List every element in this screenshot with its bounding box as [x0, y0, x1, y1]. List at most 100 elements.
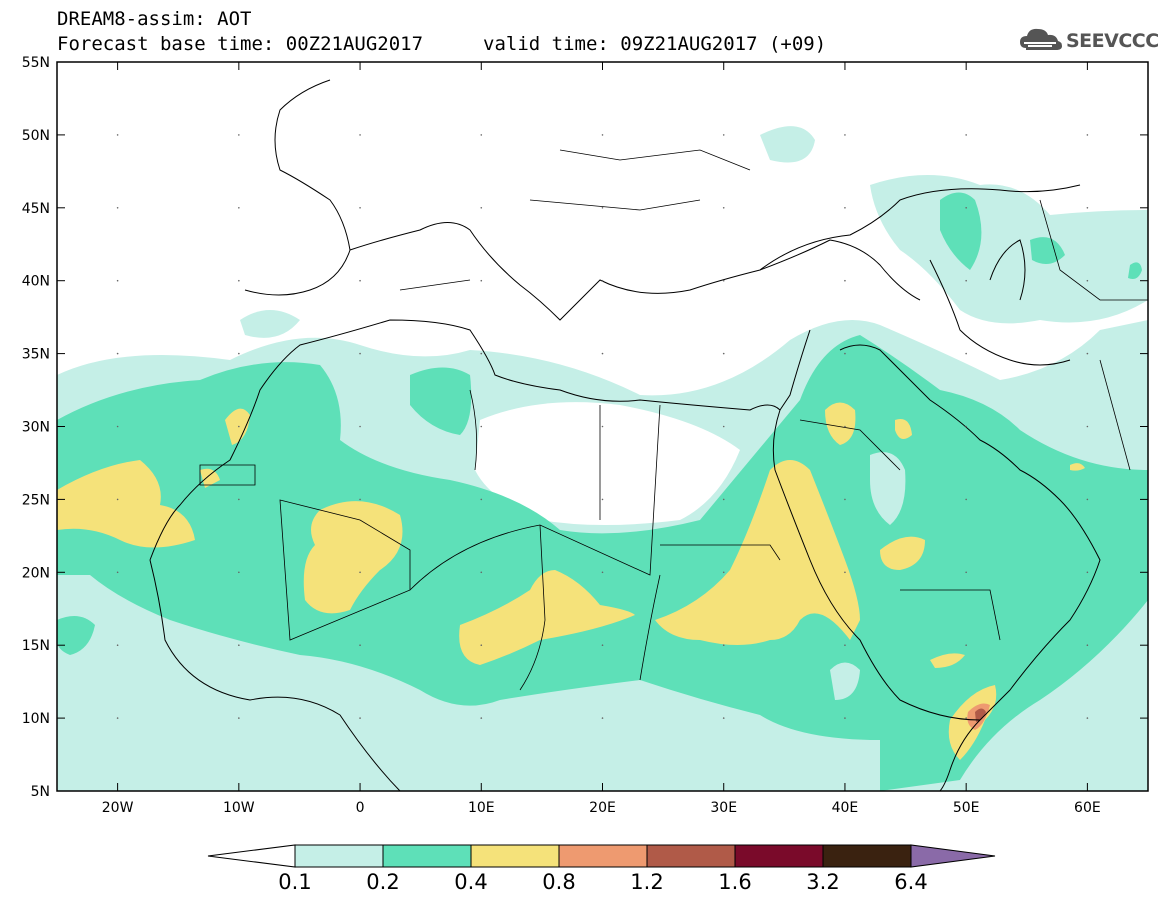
- lon-label: 60E: [1074, 800, 1101, 816]
- graticule-dot: [1086, 279, 1089, 282]
- graticule-dot: [601, 279, 604, 282]
- clear-area-libya: [475, 402, 740, 525]
- graticule-dot: [722, 134, 725, 136]
- graticule-dot: [116, 644, 119, 646]
- logo-text: SEEVCCC: [1066, 30, 1159, 52]
- graticule-dot: [601, 134, 604, 136]
- graticule-dot: [238, 134, 240, 136]
- graticule-dot: [722, 279, 725, 282]
- graticule-dot: [480, 644, 483, 646]
- axis-labels: 55N 50N 45N 40N 35N 30N 25N 20N 15N 10N 5N 20W 10W 0 1…: [22, 55, 1101, 816]
- graticule: [116, 134, 1089, 719]
- graticule-dot: [238, 425, 240, 428]
- graticule-dot: [238, 717, 240, 719]
- graticule-dot: [601, 352, 604, 355]
- graticule-dot: [116, 279, 119, 282]
- aot-band-0.4: [57, 402, 1085, 760]
- graticule-dot: [844, 207, 846, 209]
- graticule-dot: [965, 644, 967, 646]
- colorbar-level-label: 0.8: [542, 870, 576, 894]
- axis-ticks: [57, 61, 1148, 792]
- colorbar-level-label: 0.4: [454, 870, 488, 894]
- lat-label: 20N: [22, 565, 50, 581]
- graticule-dot: [722, 717, 725, 719]
- graticule-dot: [965, 571, 967, 574]
- graticule-dot: [722, 207, 725, 209]
- graticule-dot: [844, 571, 846, 574]
- graticule-dot: [1086, 134, 1089, 136]
- graticule-dot: [601, 717, 604, 719]
- graticule-dot: [116, 207, 119, 209]
- graticule-dot: [965, 134, 967, 136]
- lon-label: 10W: [223, 800, 255, 816]
- graticule-dot: [359, 134, 361, 136]
- graticule-dot: [359, 279, 361, 282]
- graticule-dot: [844, 425, 846, 428]
- graticule-dot: [601, 498, 604, 501]
- graticule-dot: [965, 352, 967, 355]
- graticule-dot: [722, 352, 725, 355]
- aot-band-0.2: [57, 192, 1148, 791]
- colorbar-level-label: 3.2: [806, 870, 840, 894]
- graticule-dot: [1086, 425, 1089, 428]
- chart-title: DREAM8-assim: AOT: [57, 8, 252, 30]
- graticule-dot: [965, 207, 967, 209]
- graticule-dot: [116, 571, 119, 574]
- graticule-dot: [601, 207, 604, 209]
- graticule-dot: [844, 717, 846, 719]
- valid-time: valid time: 09Z21AUG2017 (+09): [483, 33, 827, 55]
- graticule-dot: [116, 498, 119, 501]
- lat-label: 35N: [22, 347, 50, 363]
- graticule-dot: [722, 644, 725, 646]
- graticule-dot: [238, 498, 240, 501]
- graticule-dot: [965, 717, 967, 719]
- graticule-dot: [238, 644, 240, 646]
- graticule-dot: [238, 352, 240, 355]
- graticule-dot: [359, 498, 361, 501]
- graticule-dot: [480, 279, 483, 282]
- lat-label: 10N: [22, 711, 50, 727]
- colorbar-level-label: 1.6: [718, 870, 752, 894]
- graticule-dot: [844, 352, 846, 355]
- graticule-dot: [722, 571, 725, 574]
- seevccc-logo: SEEVCCC: [1018, 24, 1159, 58]
- graticule-dot: [601, 425, 604, 428]
- coastlines: [149, 79, 1101, 791]
- graticule-dot: [1086, 644, 1089, 646]
- graticule-dot: [480, 134, 483, 136]
- graticule-dot: [601, 571, 604, 574]
- graticule-dot: [480, 717, 483, 719]
- graticule-dot: [480, 498, 483, 501]
- lat-label: 55N: [22, 55, 50, 71]
- colorbar-level-label: 0.2: [366, 870, 400, 894]
- forecast-base-time: Forecast base time: 00Z21AUG2017: [57, 33, 424, 55]
- graticule-dot: [965, 279, 967, 282]
- lon-label: 10E: [468, 800, 495, 816]
- lon-label: 0: [356, 800, 365, 816]
- lon-label: 50E: [953, 800, 980, 816]
- graticule-dot: [1086, 571, 1089, 574]
- colorbar-level-label: 0.1: [278, 870, 312, 894]
- graticule-dot: [1086, 352, 1089, 355]
- graticule-dot: [480, 207, 483, 209]
- aot-band-0.8: [967, 703, 990, 730]
- cloud-icon: [1020, 28, 1062, 50]
- lon-label: 20W: [102, 800, 134, 816]
- graticule-dot: [359, 717, 361, 719]
- graticule-dot: [1086, 207, 1089, 209]
- graticule-dot: [844, 279, 846, 282]
- lat-label: 40N: [22, 274, 50, 290]
- graticule-dot: [1086, 498, 1089, 501]
- graticule-dot: [238, 571, 240, 574]
- graticule-dot: [965, 425, 967, 428]
- graticule-dot: [601, 644, 604, 646]
- graticule-dot: [965, 498, 967, 501]
- lon-label: 40E: [832, 800, 859, 816]
- lat-label: 5N: [31, 784, 50, 800]
- graticule-dot: [116, 425, 119, 428]
- graticule-dot: [480, 571, 483, 574]
- colorbar-level-label: 1.2: [630, 870, 664, 894]
- lat-label: 50N: [22, 128, 50, 144]
- graticule-dot: [359, 644, 361, 646]
